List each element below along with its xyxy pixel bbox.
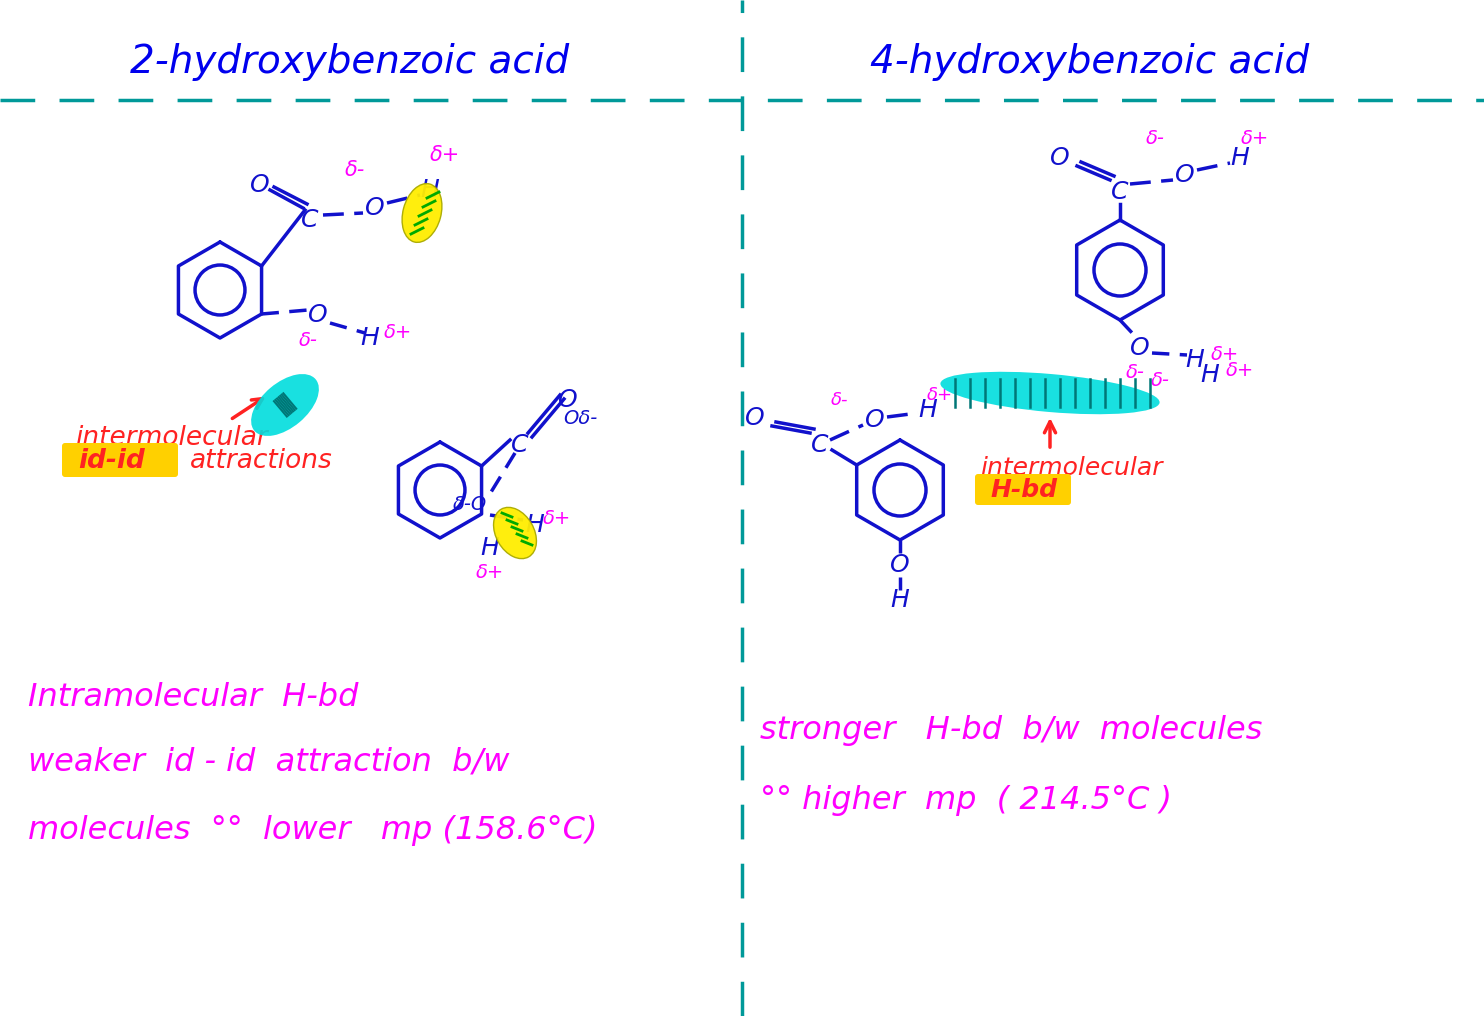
Text: δ+: δ+ bbox=[543, 508, 571, 527]
Text: H: H bbox=[481, 536, 500, 560]
Text: δ+: δ+ bbox=[1211, 345, 1239, 365]
Text: O: O bbox=[745, 406, 764, 430]
Text: Oδ-: Oδ- bbox=[562, 408, 597, 428]
Text: O: O bbox=[365, 196, 384, 220]
Text: intermolecular: intermolecular bbox=[979, 456, 1162, 480]
Text: δ+: δ+ bbox=[1226, 361, 1254, 380]
Text: H: H bbox=[361, 326, 380, 350]
Text: attractions: attractions bbox=[190, 448, 332, 474]
Text: δ-: δ- bbox=[1146, 128, 1165, 147]
Text: δ-: δ- bbox=[1150, 371, 1169, 389]
Text: H: H bbox=[1230, 146, 1250, 170]
Text: C: C bbox=[812, 433, 828, 457]
Text: H: H bbox=[919, 398, 938, 422]
Text: H: H bbox=[890, 588, 910, 612]
Text: Intramolecular  H-bd: Intramolecular H-bd bbox=[28, 683, 359, 713]
Text: weaker  id - id  attraction  b/w: weaker id - id attraction b/w bbox=[28, 747, 509, 777]
Text: O: O bbox=[890, 553, 910, 577]
Text: O: O bbox=[251, 173, 270, 197]
Text: δ-: δ- bbox=[298, 330, 318, 350]
Text: δ+: δ+ bbox=[384, 323, 413, 342]
Text: δ+: δ+ bbox=[430, 145, 460, 165]
Ellipse shape bbox=[402, 184, 442, 243]
Text: H-bd: H-bd bbox=[990, 478, 1057, 502]
Text: O: O bbox=[1175, 163, 1195, 187]
Text: δ-: δ- bbox=[831, 391, 849, 409]
Ellipse shape bbox=[941, 372, 1159, 415]
Text: C: C bbox=[1112, 180, 1129, 204]
Text: δ-: δ- bbox=[344, 160, 365, 180]
Text: O: O bbox=[1131, 336, 1150, 360]
Text: intermolecular: intermolecular bbox=[76, 425, 267, 451]
Text: δ+: δ+ bbox=[1241, 128, 1269, 147]
Text: C: C bbox=[301, 208, 319, 232]
Text: 2-hydroxybenzoic acid: 2-hydroxybenzoic acid bbox=[131, 43, 570, 81]
Text: H: H bbox=[525, 513, 545, 537]
Text: δ+: δ+ bbox=[476, 563, 505, 581]
Text: molecules  °°  lower   mp (158.6°C): molecules °° lower mp (158.6°C) bbox=[28, 815, 598, 845]
Text: id-id: id-id bbox=[79, 448, 145, 474]
Text: O: O bbox=[309, 303, 328, 327]
FancyBboxPatch shape bbox=[62, 443, 178, 477]
Text: 4-hydroxybenzoic acid: 4-hydroxybenzoic acid bbox=[870, 43, 1309, 81]
FancyBboxPatch shape bbox=[975, 474, 1071, 505]
Text: O: O bbox=[865, 408, 884, 432]
Text: O: O bbox=[558, 388, 577, 412]
Text: δ+: δ+ bbox=[928, 386, 953, 404]
Text: stronger   H-bd  b/w  molecules: stronger H-bd b/w molecules bbox=[760, 714, 1263, 746]
Text: δ-O: δ-O bbox=[453, 496, 487, 514]
Ellipse shape bbox=[494, 507, 536, 559]
Text: °° higher  mp  ( 214.5°C ): °° higher mp ( 214.5°C ) bbox=[760, 784, 1172, 816]
Text: H: H bbox=[1186, 348, 1205, 372]
Text: δ-: δ- bbox=[1125, 363, 1144, 381]
Text: H: H bbox=[420, 178, 439, 202]
Text: H: H bbox=[1201, 363, 1220, 387]
Ellipse shape bbox=[251, 374, 319, 436]
Text: C: C bbox=[512, 433, 528, 457]
Text: O: O bbox=[1051, 146, 1070, 170]
